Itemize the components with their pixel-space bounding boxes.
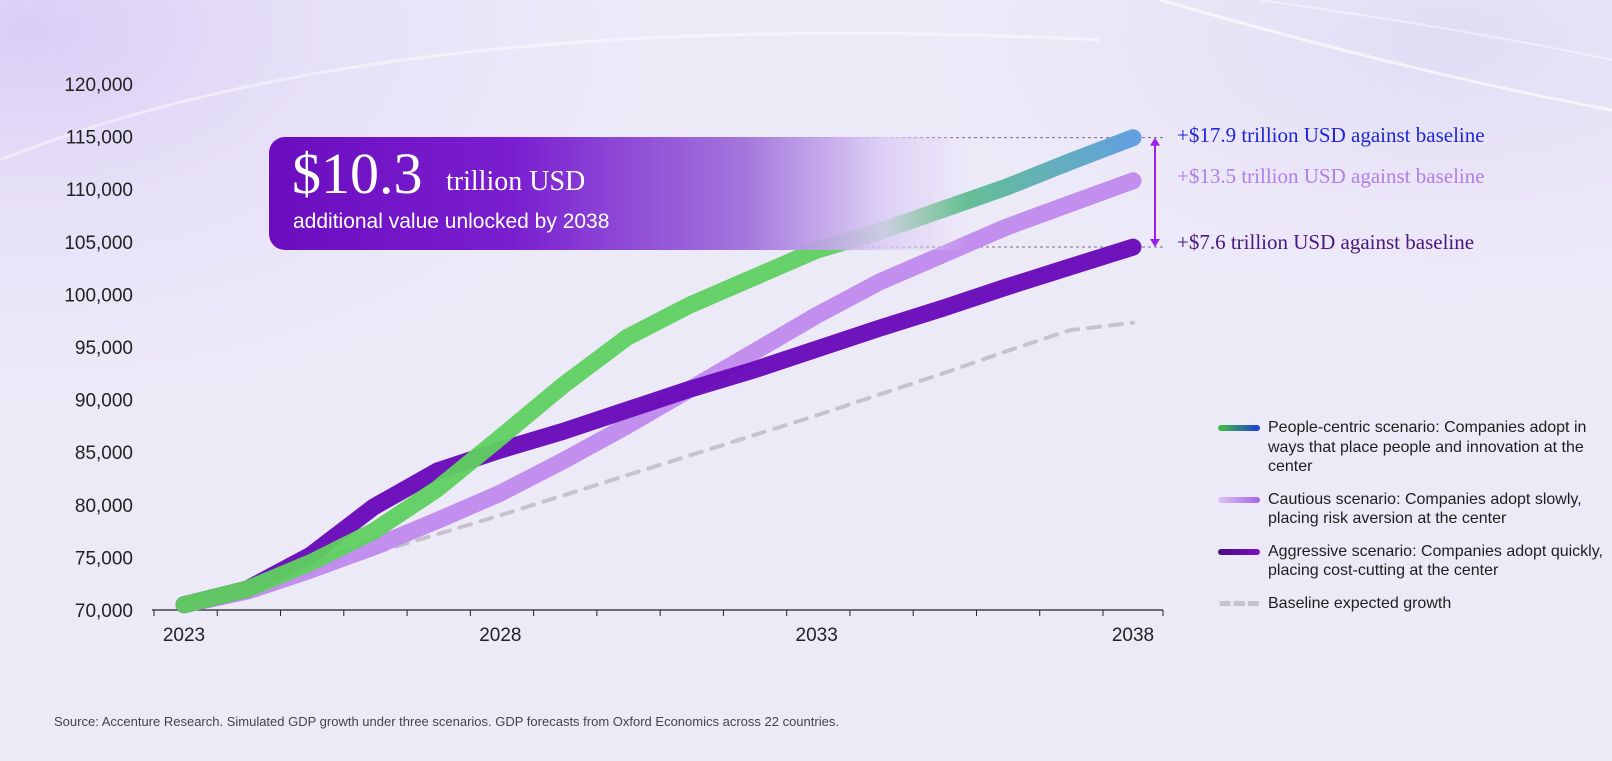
y-tick-label: 80,000: [75, 496, 133, 517]
y-tick-label: 85,000: [75, 443, 133, 464]
legend: People-centric scenario: Companies adopt…: [1216, 418, 1608, 626]
callout-subtitle: additional value unlocked by 2038: [293, 210, 610, 233]
bracket-arrow-down: [1150, 239, 1160, 248]
x-tick-label: 2023: [163, 625, 205, 646]
source-note: Source: Accenture Research. Simulated GD…: [54, 714, 839, 729]
series-line-people-centric: [175, 129, 1142, 614]
x-axis: 2023 2028 2033 2038: [152, 609, 1164, 646]
legend-swatch-people-centric: [1218, 425, 1260, 431]
callout-box: [269, 137, 969, 250]
legend-item-aggressive: Aggressive scenario: Companies adopt qui…: [1216, 542, 1608, 581]
annotation-cautious: +$13.5 trillion USD against baseline: [1177, 164, 1485, 188]
legend-item-people-centric: People-centric scenario: Companies adopt…: [1216, 418, 1608, 477]
annotation-aggressive: +$7.6 trillion USD against baseline: [1177, 230, 1475, 254]
y-tick-label: 120,000: [64, 75, 133, 96]
legend-item-baseline: Baseline expected growth: [1216, 594, 1608, 614]
callout-unit: trillion USD: [446, 166, 586, 197]
y-tick-label: 110,000: [66, 180, 133, 201]
y-axis: 70,000 75,000 80,000 85,000 90,000 95,000 100,…: [64, 75, 133, 622]
y-tick-label: 90,000: [75, 391, 133, 412]
callout-value: $10.3: [292, 141, 423, 206]
y-tick-label: 115,000: [66, 128, 133, 149]
series-group: [175, 129, 1142, 614]
legend-label-people-centric: People-centric scenario: Companies adopt…: [1268, 419, 1587, 475]
x-tick-label: 2033: [796, 625, 838, 646]
legend-swatch-baseline: [1218, 600, 1260, 606]
legend-label-cautious: Cautious scenario: Companies adopt slowl…: [1268, 490, 1582, 528]
legend-swatch-aggressive: [1218, 548, 1260, 555]
difference-bracket: [1150, 137, 1160, 248]
y-tick-label: 75,000: [75, 548, 133, 569]
y-tick-label: 70,000: [75, 601, 133, 622]
y-tick-label: 95,000: [75, 338, 133, 359]
y-tick-label: 105,000: [64, 233, 133, 254]
x-tick-label: 2028: [479, 625, 521, 646]
annotation-people-centric: +$17.9 trillion USD against baseline: [1177, 123, 1485, 147]
series-line-aggressive: [175, 238, 1142, 614]
x-tick-label: 2038: [1112, 625, 1154, 646]
legend-swatch-cautious: [1218, 496, 1260, 503]
legend-item-cautious: Cautious scenario: Companies adopt slowl…: [1216, 490, 1608, 529]
legend-label-baseline: Baseline expected growth: [1268, 594, 1452, 612]
bracket-arrow-up: [1150, 137, 1160, 146]
legend-label-aggressive: Aggressive scenario: Companies adopt qui…: [1268, 542, 1603, 580]
y-tick-label: 100,000: [64, 285, 133, 306]
